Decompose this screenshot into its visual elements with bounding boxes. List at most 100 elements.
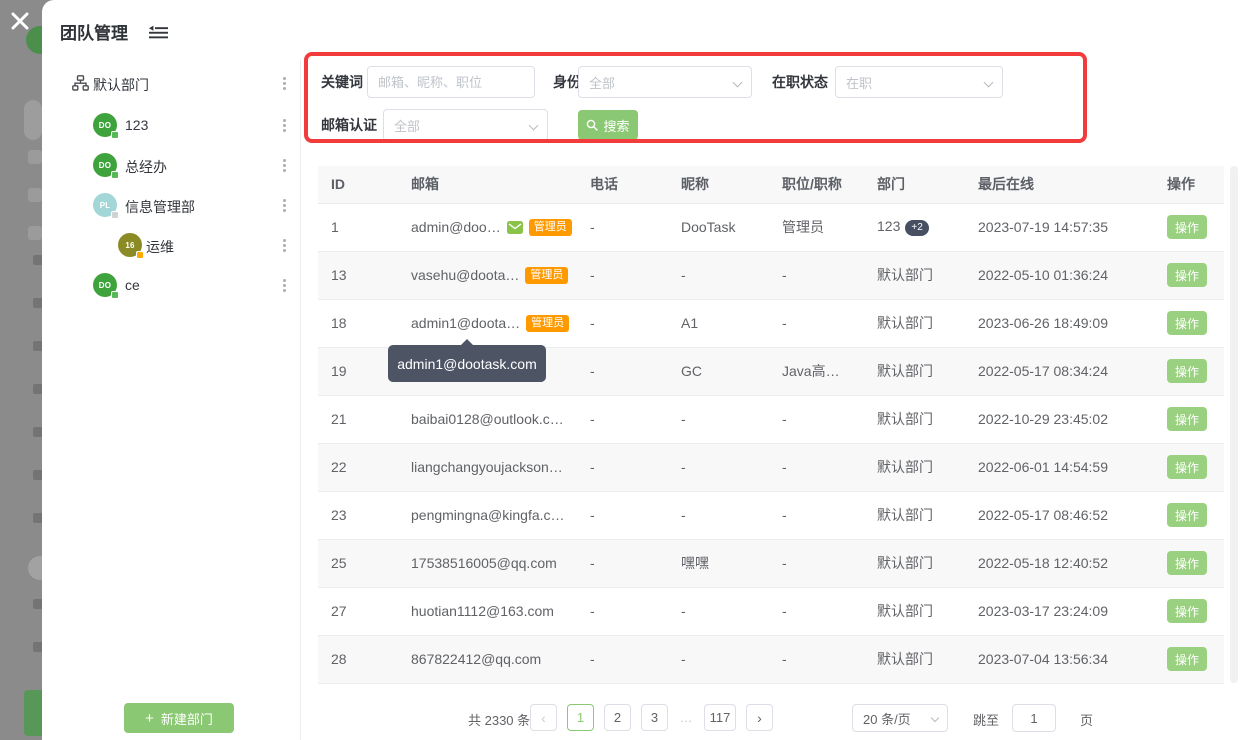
employment-status-select[interactable]: 在职 xyxy=(835,66,1003,98)
cell-email: liangchangyoujackson… xyxy=(398,443,577,492)
page-size-value: 20 条/页 xyxy=(863,711,911,727)
email-tooltip-text: admin1@dootask.com xyxy=(397,355,537,372)
cell-action: 操作 xyxy=(1154,539,1224,588)
cell-last-online: 2022-05-17 08:46:52 xyxy=(965,491,1154,540)
cell-phone: - xyxy=(577,251,668,300)
cell-nickname: - xyxy=(668,443,769,492)
cell-nickname: - xyxy=(668,587,769,636)
table-row: 1 admin@doo… 管理员 - DooTask 管理员 123 +2 202… xyxy=(318,203,1224,252)
background-green-button xyxy=(24,690,44,736)
more-actions-icon[interactable] xyxy=(272,153,296,177)
cell-department: 默认部门 xyxy=(864,251,965,300)
row-action-button[interactable]: 操作 xyxy=(1167,647,1207,671)
department-root-item[interactable]: 默认部门 xyxy=(42,64,300,102)
table-scrollbar[interactable] xyxy=(1230,166,1238,683)
identity-select[interactable]: 全部 xyxy=(578,66,752,98)
table-row: 13 vasehu@doota… 管理员 - - - 默认部门 2022-05-… xyxy=(318,251,1224,300)
column-header: 操作 xyxy=(1154,166,1224,204)
cell-action: 操作 xyxy=(1154,299,1224,348)
search-button[interactable]: 搜索 xyxy=(578,110,638,140)
page-button[interactable]: 2 xyxy=(604,704,631,731)
cell-title: - xyxy=(769,443,864,492)
department-avatar: DO xyxy=(93,153,119,179)
more-actions-icon[interactable] xyxy=(272,233,296,257)
background-menu-dot xyxy=(33,255,43,265)
cell-department: 默认部门 xyxy=(864,539,965,588)
status-dot xyxy=(111,211,119,219)
email-text: admin1@doota… xyxy=(411,315,521,331)
page-size-select[interactable]: 20 条/页 xyxy=(852,704,948,732)
chevron-right-icon: › xyxy=(757,709,762,726)
department-avatar: PL xyxy=(93,193,119,219)
cell-id: 28 xyxy=(318,635,398,684)
menu-fold-icon[interactable] xyxy=(149,25,168,45)
cell-action: 操作 xyxy=(1154,203,1224,252)
keyword-input[interactable] xyxy=(367,66,535,98)
page-button[interactable]: 1 xyxy=(567,704,594,731)
cell-department: 默认部门 xyxy=(864,491,965,540)
department-avatar: 16 xyxy=(118,233,144,259)
row-action-button[interactable]: 操作 xyxy=(1167,311,1207,335)
total-count: 共 2330 条 xyxy=(468,713,531,728)
admin-badge: 管理员 xyxy=(528,218,572,236)
more-actions-icon[interactable] xyxy=(272,71,296,95)
employment-status-value: 在职 xyxy=(846,75,873,91)
status-dot xyxy=(136,251,144,259)
avatar-initials: DO xyxy=(98,120,112,130)
more-actions-icon[interactable] xyxy=(272,193,296,217)
background-menu-dot xyxy=(33,384,43,394)
status-dot xyxy=(111,171,119,179)
chevron-down-icon xyxy=(528,120,539,131)
chevron-down-icon xyxy=(983,77,994,88)
close-icon[interactable] xyxy=(10,11,30,31)
department-item[interactable]: DO 123 xyxy=(42,105,300,145)
page-button[interactable]: 3 xyxy=(641,704,668,731)
cell-phone: - xyxy=(577,299,668,348)
department-item[interactable]: DO 总经办 xyxy=(42,145,300,185)
department-item[interactable]: DO ce xyxy=(42,265,300,305)
cell-title: - xyxy=(769,395,864,444)
cell-department: 默认部门 xyxy=(864,395,965,444)
sidebar-divider xyxy=(300,60,301,740)
team-management-dialog: 团队管理 默认部门 DO 123 DO xyxy=(42,0,1242,740)
jump-page-input[interactable] xyxy=(1012,704,1056,732)
new-department-label: 新建部门 xyxy=(160,711,213,727)
cell-nickname: - xyxy=(668,251,769,300)
cell-title: - xyxy=(769,587,864,636)
cell-department: 123 +2 xyxy=(864,203,965,252)
cell-department: 默认部门 xyxy=(864,347,965,396)
email-text: 867822412@qq.com xyxy=(411,651,542,667)
row-action-button[interactable]: 操作 xyxy=(1167,503,1207,527)
department-item[interactable]: PL 信息管理部 xyxy=(42,185,300,225)
email-text: liangchangyoujackson… xyxy=(411,459,563,475)
next-page-button[interactable]: › xyxy=(746,704,773,731)
row-action-button[interactable]: 操作 xyxy=(1167,455,1207,479)
search-icon xyxy=(587,119,599,131)
new-department-button[interactable]: + 新建部门 xyxy=(124,703,234,733)
email-verify-value: 全部 xyxy=(394,118,421,134)
row-action-button[interactable]: 操作 xyxy=(1167,359,1207,383)
background-menu-dot xyxy=(33,513,43,523)
cell-title: 管理员 xyxy=(769,203,864,252)
row-action-button[interactable]: 操作 xyxy=(1167,599,1207,623)
pagination: ‹ 1 2 3 … 117 › xyxy=(530,704,773,731)
cell-action: 操作 xyxy=(1154,395,1224,444)
prev-page-button[interactable]: ‹ xyxy=(530,704,557,731)
more-actions-icon[interactable] xyxy=(272,273,296,297)
department-item[interactable]: 16 运维 xyxy=(42,225,300,265)
row-action-button[interactable]: 操作 xyxy=(1167,263,1207,287)
row-action-button[interactable]: 操作 xyxy=(1167,407,1207,431)
cell-phone: - xyxy=(577,539,668,588)
row-action-button[interactable]: 操作 xyxy=(1167,215,1207,239)
cell-id: 13 xyxy=(318,251,398,300)
cell-title: Java高… xyxy=(769,347,864,396)
cell-action: 操作 xyxy=(1154,587,1224,636)
background-menu-dot xyxy=(33,341,43,351)
more-actions-icon[interactable] xyxy=(272,113,296,137)
background-menu-dot xyxy=(33,599,43,609)
email-verify-select[interactable]: 全部 xyxy=(383,109,548,141)
background-icon xyxy=(28,188,42,202)
page-button[interactable]: 117 xyxy=(704,704,736,731)
row-action-button[interactable]: 操作 xyxy=(1167,551,1207,575)
cell-last-online: 2023-06-26 18:49:09 xyxy=(965,299,1154,348)
